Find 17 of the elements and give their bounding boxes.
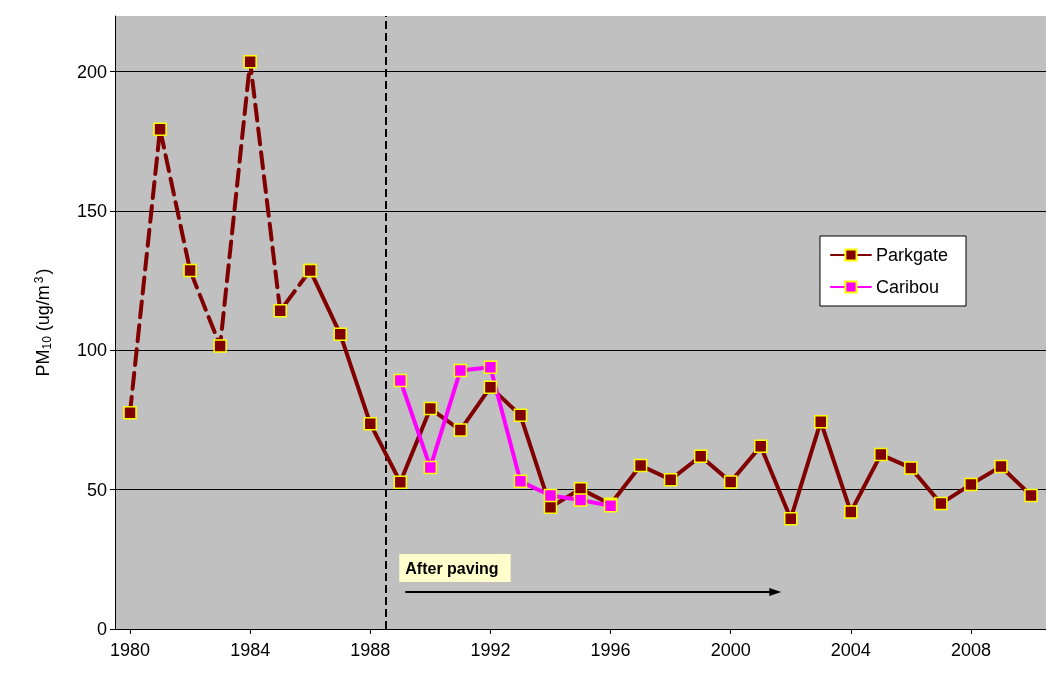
x-tick-label: 1984 — [230, 640, 271, 660]
x-tick-label: 1988 — [350, 640, 391, 660]
legend-label: Caribou — [875, 277, 939, 297]
y-axis-title: PM10 (ug/m3) — [32, 268, 54, 377]
y-tick-label: 100 — [76, 340, 107, 361]
x-tick-label: 2004 — [830, 640, 871, 660]
x-tick-label: 1996 — [590, 640, 631, 660]
y-tick-label: 0 — [96, 619, 107, 639]
y-tick-label: 200 — [76, 61, 107, 82]
annotation: After paving — [405, 559, 499, 577]
y-tick-label: 150 — [76, 201, 107, 222]
x-tick-label: 1992 — [470, 640, 511, 660]
x-tick-label: 1980 — [109, 640, 151, 660]
x-tick-label: 2000 — [710, 640, 751, 660]
legend-label: Parkgate — [875, 245, 948, 265]
y-tick-label: 50 — [86, 479, 107, 500]
x-tick-label: 2008 — [950, 640, 991, 660]
